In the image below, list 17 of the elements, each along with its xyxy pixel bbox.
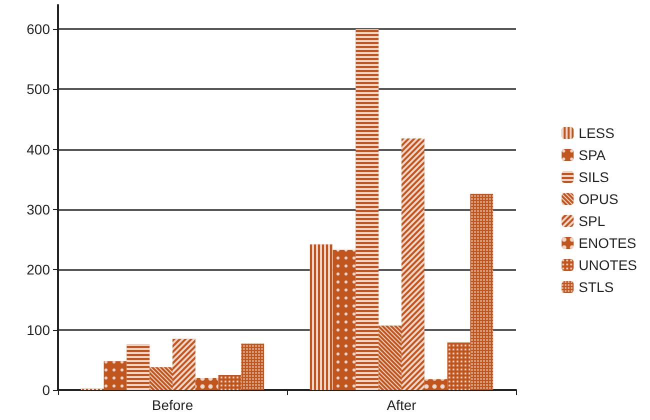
legend-label: UNOTES [578, 257, 638, 273]
legend-label: OPUS [578, 191, 618, 207]
y-tick-label: 100 [26, 322, 50, 338]
legend-label: SPA [578, 147, 606, 163]
legend-label: STLS [578, 279, 614, 295]
y-tick-label: 400 [26, 141, 50, 158]
legend-label: SPL [578, 213, 606, 229]
x-tick-label: After [386, 397, 417, 413]
y-tick-label: 600 [26, 21, 50, 38]
legend-label: ENOTES [578, 235, 636, 251]
y-tick-label: 200 [26, 262, 50, 278]
y-tick-label: 0 [42, 382, 50, 398]
legend-label: LESS [578, 125, 614, 141]
legend-label: SILS [578, 169, 610, 185]
y-tick-label: 500 [26, 81, 50, 98]
x-tick-label: Before [152, 397, 194, 413]
y-tick-label: 300 [26, 202, 50, 218]
